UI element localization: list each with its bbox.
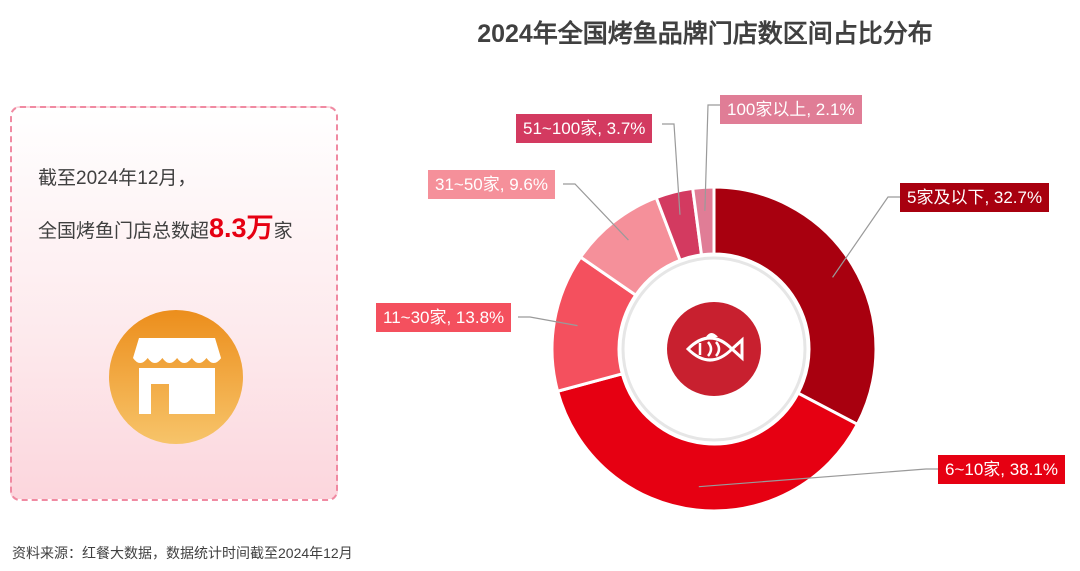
donut-slice (712, 185, 878, 427)
slice-label: 100家以上, 2.1% (720, 95, 862, 124)
shop-icon (109, 310, 243, 444)
summary-panel: 截至2024年12月， 全国烤鱼门店总数超8.3万家 (10, 106, 338, 501)
summary-suffix: 家 (273, 221, 293, 242)
slice-label: 31~50家, 9.6% (428, 170, 555, 199)
slice-label: 5家及以下, 32.7% (900, 183, 1050, 212)
slice-label: 51~100家, 3.7% (516, 114, 653, 143)
summary-prefix: 全国烤鱼门店总数超 (38, 221, 210, 242)
summary-highlight: 8.3万 (209, 213, 274, 243)
leader-line (662, 123, 681, 215)
chart-title: 2024年全国烤鱼品牌门店数区间占比分布 (477, 20, 933, 48)
summary-total: 全国烤鱼门店总数超8.3万家 (38, 206, 293, 245)
leader-line (698, 468, 938, 488)
donut-slice (691, 185, 716, 257)
donut-slice (555, 371, 860, 513)
slice-label: 11~30家, 13.8% (376, 303, 512, 332)
slice-label: 6~10家, 38.1% (938, 455, 1065, 484)
source-note: 资料来源：红餐大数据，数据统计时间截至2024年12月 (12, 545, 353, 561)
fish-icon (685, 333, 744, 362)
leader-line (832, 196, 900, 278)
center-badge (667, 302, 761, 396)
leader-line (518, 316, 578, 327)
leader-line (563, 183, 629, 241)
leader-line (704, 104, 720, 211)
summary-date: 截至2024年12月， (38, 168, 197, 189)
